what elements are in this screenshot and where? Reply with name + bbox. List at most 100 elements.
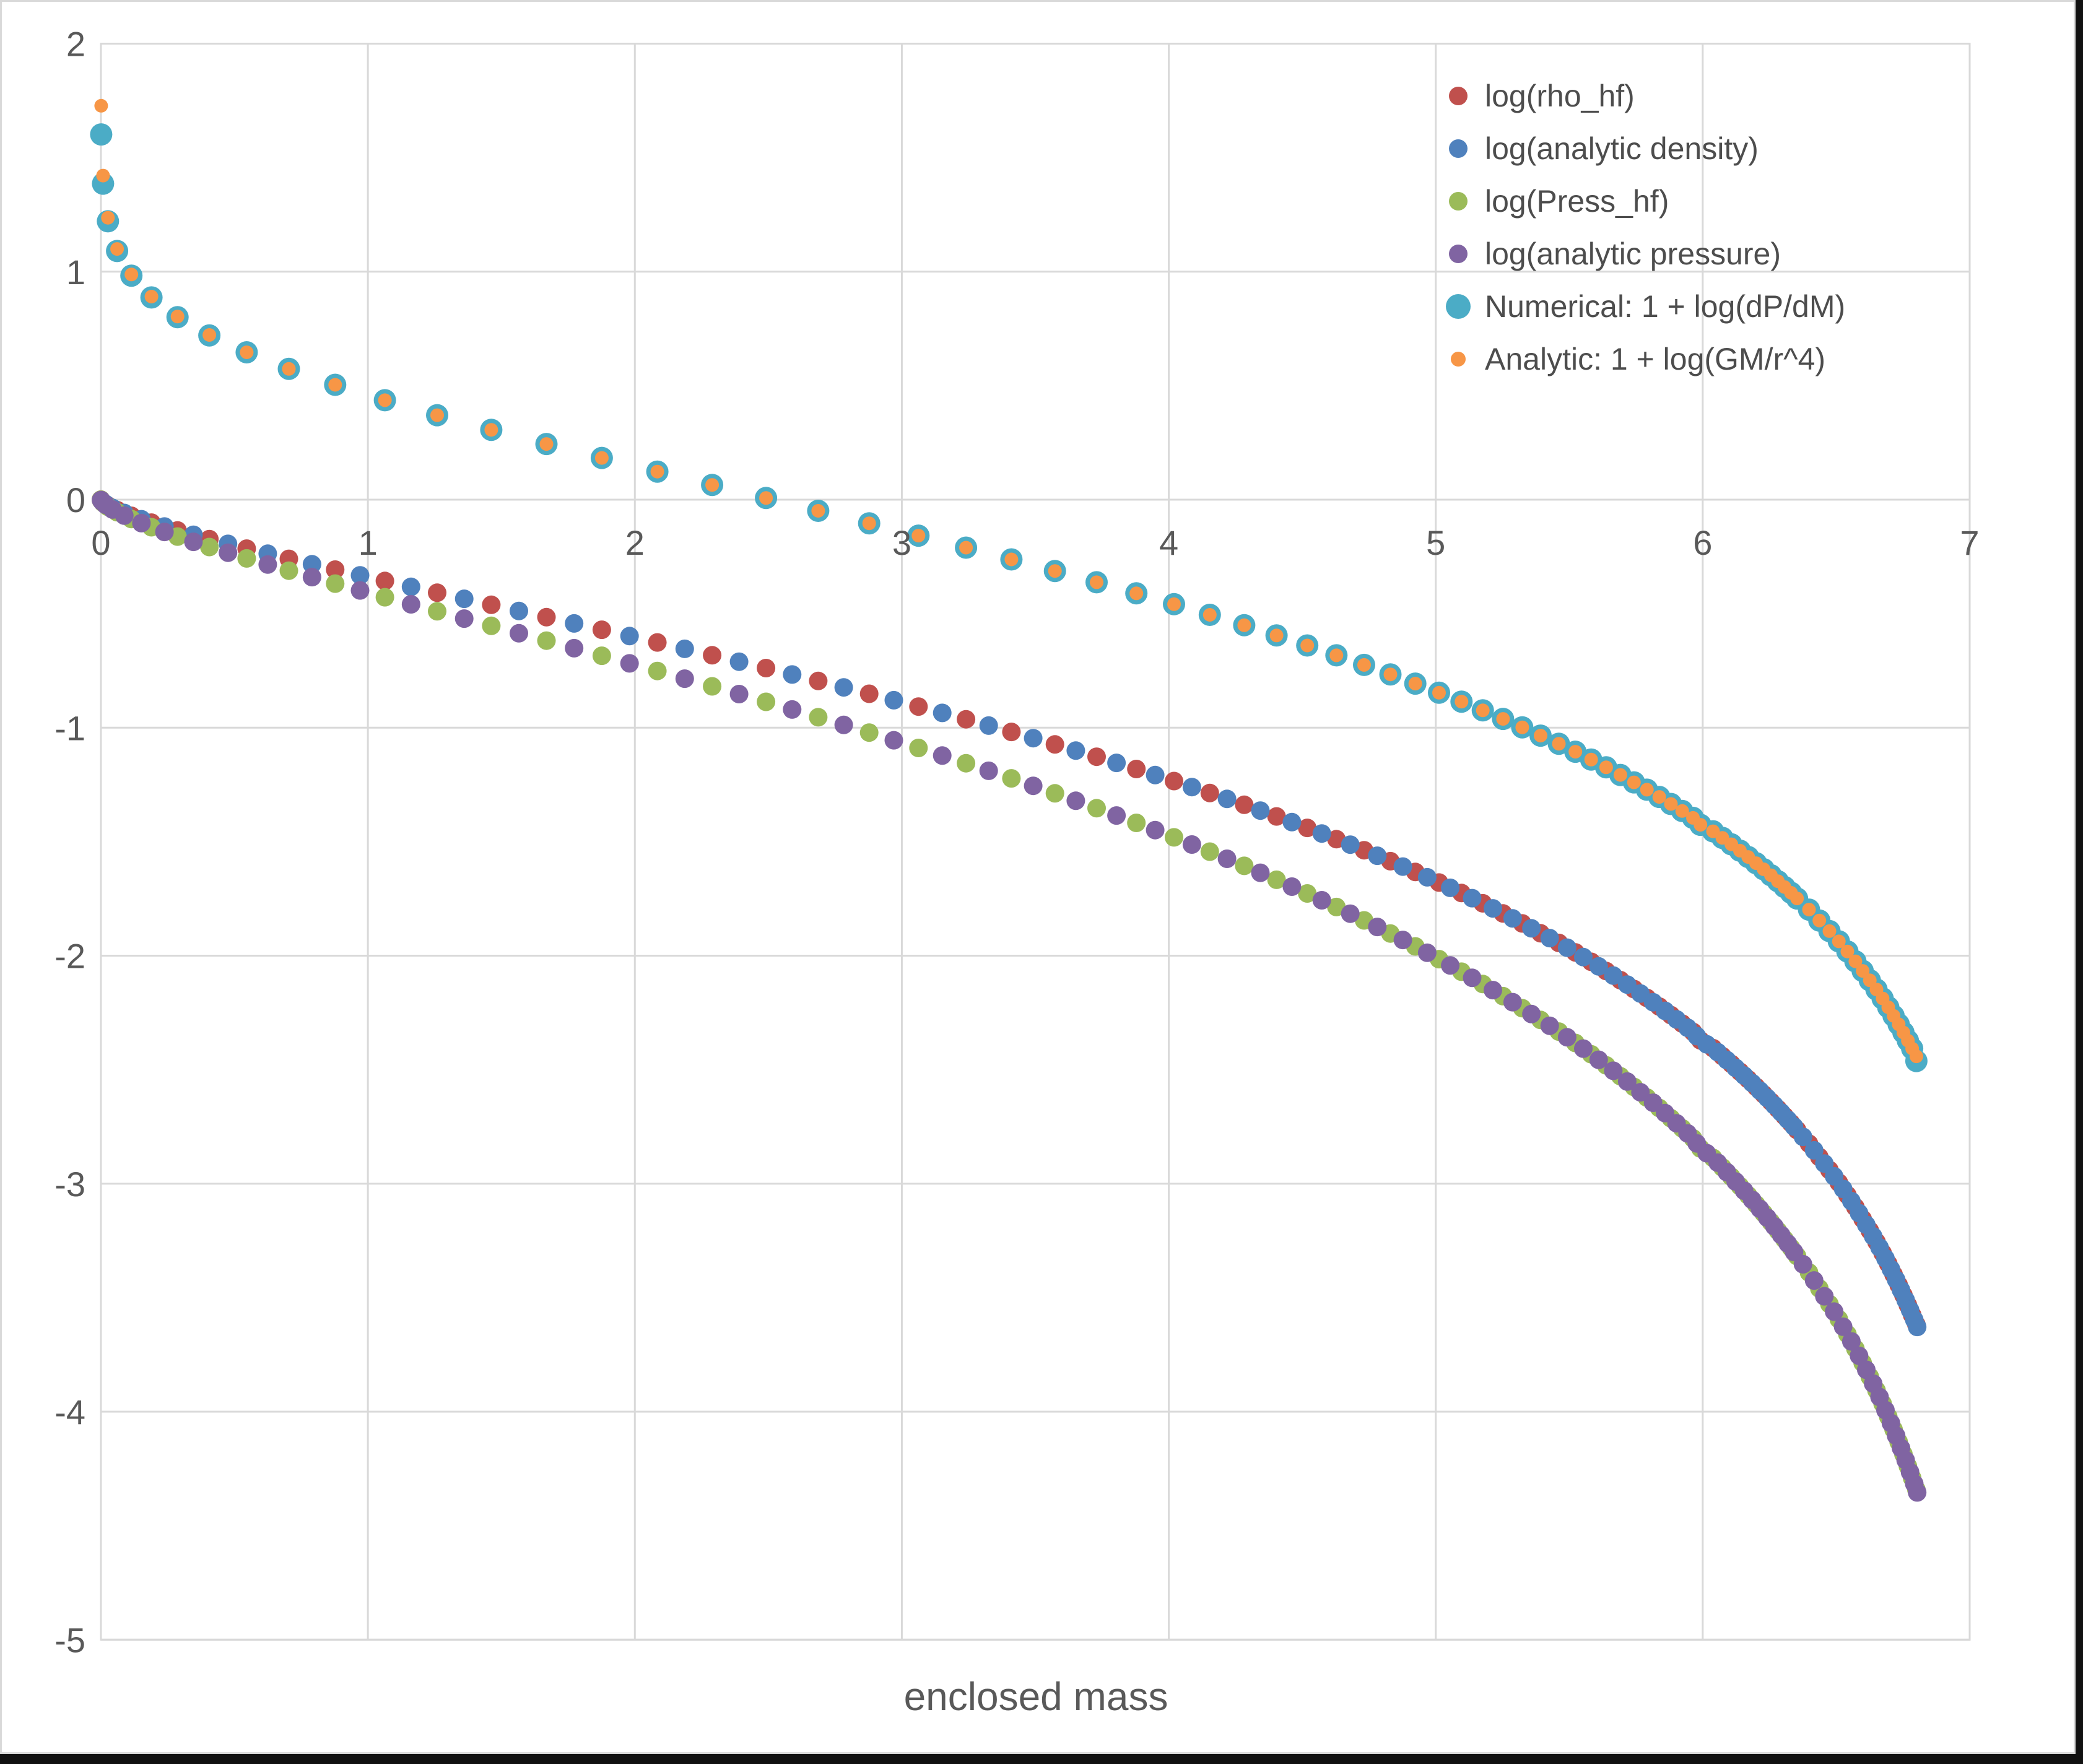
data-point-series-5 [1599, 760, 1613, 775]
x-axis-title: enclosed mass [903, 1674, 1168, 1719]
data-point-series-3 [1484, 981, 1502, 1000]
data-point-series-5 [1455, 695, 1469, 709]
data-point-series-5 [1408, 677, 1422, 691]
data-point-series-3 [184, 532, 203, 552]
y-tick-label: -3 [54, 1165, 85, 1204]
data-point-series-5 [1652, 790, 1666, 804]
data-point-series-3 [454, 609, 474, 628]
data-point-series-0 [1127, 760, 1146, 778]
series-marker-icon [1449, 87, 1468, 105]
data-point-series-2 [1327, 897, 1346, 916]
data-point-series-3 [132, 513, 151, 532]
legend-label: log(analytic density) [1485, 131, 1759, 166]
data-point-series-2 [200, 537, 219, 557]
data-point-series-3 [1024, 776, 1043, 796]
data-point-series-5 [539, 437, 554, 451]
data-point-series-0 [375, 571, 394, 591]
data-point-series-1 [1341, 835, 1360, 854]
data-point-series-3 [401, 595, 420, 614]
data-point-series-3 [1463, 968, 1482, 988]
data-point-series-5 [1004, 552, 1019, 567]
data-point-series-0 [428, 583, 446, 602]
data-point-series-2 [1127, 814, 1146, 832]
data-point-series-0 [648, 633, 667, 652]
legend-item: log(rho_hf) [1444, 79, 1635, 113]
data-point-series-5 [1640, 783, 1654, 797]
data-point-series-3 [1441, 956, 1460, 975]
data-point-series-1 [1540, 929, 1559, 948]
data-point-series-5 [430, 408, 444, 422]
data-point-series-3 [115, 506, 134, 525]
data-point-series-5 [240, 345, 254, 359]
data-point-series-0 [537, 607, 556, 627]
data-point-series-3 [1282, 877, 1302, 896]
data-point-series-1 [620, 627, 639, 646]
data-point-series-0 [1235, 795, 1254, 814]
data-point-series-3 [565, 638, 584, 658]
data-point-series-5 [1584, 752, 1598, 767]
data-point-series-2 [537, 631, 556, 650]
data-point-series-0 [482, 595, 501, 614]
data-point-series-5 [594, 451, 609, 465]
data-point-series-5 [170, 310, 185, 324]
data-point-series-1 [783, 665, 802, 684]
legend-item: log(analytic pressure) [1444, 237, 1781, 271]
data-point-series-5 [1568, 745, 1583, 759]
x-tick-label: 7 [1960, 523, 1979, 562]
data-point-series-3 [1617, 1072, 1637, 1091]
data-point-series-2 [909, 739, 928, 757]
data-point-series-2 [757, 692, 776, 711]
data-point-series-3 [1842, 1332, 1861, 1351]
data-point-series-1 [1484, 899, 1502, 918]
data-point-series-1 [1282, 812, 1302, 832]
data-point-series-2 [592, 646, 611, 666]
data-point-series-0 [1267, 807, 1286, 826]
data-point-series-3 [302, 568, 321, 587]
data-point-series-5 [1329, 648, 1344, 663]
data-point-series-5 [1627, 775, 1641, 789]
data-point-series-3 [1146, 820, 1165, 840]
data-point-series-2 [1045, 784, 1064, 803]
data-point-series-3 [510, 623, 528, 643]
data-point-series-5 [1822, 924, 1837, 938]
data-point-series-3 [1341, 904, 1360, 923]
data-point-series-5 [650, 464, 664, 479]
data-point-series-2 [703, 677, 722, 696]
data-point-series-3 [1217, 849, 1237, 868]
x-tick-label: 3 [892, 523, 911, 562]
data-point-series-3 [350, 581, 370, 600]
data-point-series-5 [202, 328, 217, 342]
data-point-series-1 [1217, 789, 1237, 809]
data-point-series-5 [1048, 564, 1062, 578]
data-point-series-1 [350, 566, 370, 585]
data-point-series-2 [1002, 769, 1021, 788]
data-point-series-1 [1312, 824, 1331, 843]
legend-marker-box [1444, 352, 1472, 367]
data-point-series-2 [1087, 799, 1106, 818]
data-point-series-3 [155, 523, 174, 542]
data-point-series-2 [1200, 842, 1219, 861]
x-tick-label: 2 [625, 523, 645, 562]
data-point-series-1 [675, 639, 694, 658]
y-tick-label: 2 [66, 25, 85, 64]
data-point-series-5 [759, 491, 773, 505]
x-tick-label: 0 [91, 523, 110, 562]
data-point-series-5 [328, 378, 342, 392]
data-point-series-5 [862, 516, 876, 531]
data-point-series-5 [1909, 1049, 1923, 1064]
data-point-series-0 [809, 671, 828, 690]
data-point-series-3 [1251, 863, 1270, 882]
data-point-series-4 [90, 123, 113, 146]
legend-item: log(Press_hf) [1444, 184, 1669, 219]
data-point-series-5 [1552, 737, 1566, 751]
data-point-series-5 [1613, 768, 1627, 782]
series-marker-icon [1446, 294, 1471, 319]
legend-item: Numerical: 1 + log(dP/dM) [1444, 289, 1845, 324]
data-point-series-5 [484, 423, 498, 437]
data-point-series-3 [1417, 943, 1437, 962]
data-point-series-5 [1515, 720, 1529, 734]
data-point-series-3 [1793, 1254, 1812, 1274]
data-point-series-5 [1812, 913, 1827, 928]
